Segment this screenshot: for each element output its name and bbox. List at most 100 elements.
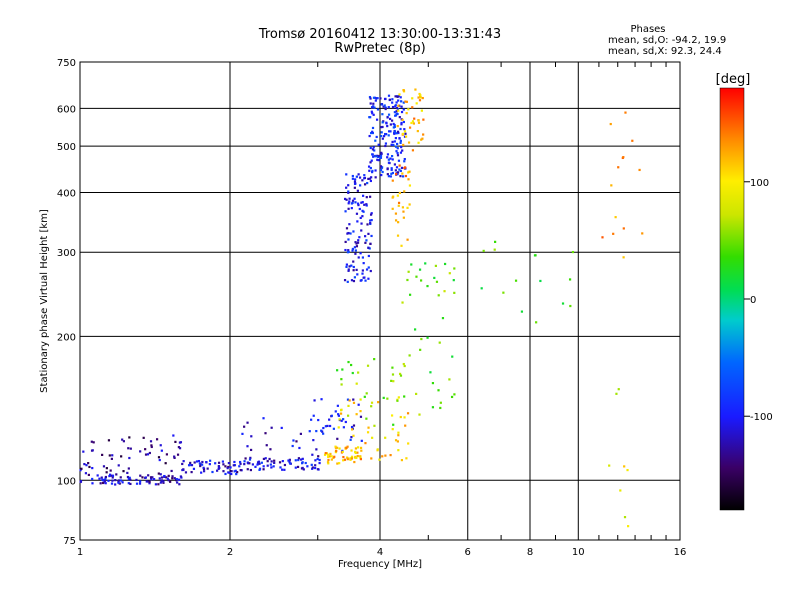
data-point xyxy=(398,93,401,96)
data-point xyxy=(407,178,410,181)
data-point xyxy=(336,437,339,440)
data-point xyxy=(202,467,206,471)
data-point xyxy=(258,468,261,471)
data-point xyxy=(411,97,414,100)
data-point xyxy=(98,477,101,480)
data-point xyxy=(322,432,325,435)
data-point xyxy=(420,109,423,112)
data-point xyxy=(111,474,115,477)
data-point xyxy=(171,475,174,478)
data-point xyxy=(622,256,625,259)
data-point xyxy=(142,436,145,439)
data-point xyxy=(248,462,251,465)
data-point xyxy=(105,467,108,470)
data-point xyxy=(325,452,328,455)
data-point xyxy=(405,457,408,460)
data-point xyxy=(138,482,142,485)
data-point xyxy=(254,465,257,468)
data-point xyxy=(391,207,394,210)
data-point xyxy=(351,177,354,180)
data-point xyxy=(300,458,303,461)
data-point xyxy=(619,489,622,492)
data-point xyxy=(246,445,249,448)
data-point xyxy=(395,110,398,113)
data-point xyxy=(357,403,360,406)
data-point xyxy=(417,121,421,124)
data-point xyxy=(235,472,238,476)
data-point xyxy=(374,176,377,179)
data-point xyxy=(377,401,380,404)
data-point xyxy=(403,130,407,133)
data-point xyxy=(230,470,233,473)
data-point xyxy=(386,173,389,176)
data-point xyxy=(426,284,429,288)
data-point xyxy=(295,440,298,443)
data-point xyxy=(148,482,151,485)
data-point xyxy=(397,449,400,452)
data-point xyxy=(352,434,355,437)
data-point xyxy=(376,108,380,111)
data-point xyxy=(371,169,374,173)
data-point xyxy=(415,392,418,396)
data-point xyxy=(408,184,412,187)
data-point xyxy=(371,112,374,115)
data-point xyxy=(381,170,384,174)
data-point xyxy=(107,479,110,482)
data-point xyxy=(338,418,341,421)
data-point xyxy=(348,223,351,226)
data-point xyxy=(372,105,375,108)
data-point xyxy=(330,458,333,461)
data-point xyxy=(361,209,364,212)
data-point xyxy=(362,194,365,197)
data-point xyxy=(398,372,402,376)
data-point xyxy=(377,159,380,162)
data-point xyxy=(178,447,182,450)
data-point xyxy=(389,454,392,457)
data-point xyxy=(392,423,395,426)
data-point xyxy=(397,104,400,107)
data-point xyxy=(218,466,221,470)
data-point xyxy=(188,463,191,467)
data-point xyxy=(601,236,604,239)
data-point xyxy=(322,426,325,430)
data-point xyxy=(173,456,176,460)
data-point xyxy=(392,143,395,147)
data-point xyxy=(401,149,404,152)
data-point xyxy=(420,138,423,141)
data-point xyxy=(370,131,373,135)
data-point xyxy=(201,463,204,466)
data-point xyxy=(105,471,108,474)
data-point xyxy=(350,449,353,452)
data-point xyxy=(368,95,372,99)
data-point xyxy=(357,256,360,259)
y-axis-label: Stationary phase Virtual Height [km] xyxy=(39,209,50,393)
data-point xyxy=(336,404,339,407)
data-point xyxy=(268,457,271,461)
data-point xyxy=(350,264,353,267)
data-point xyxy=(384,454,387,457)
data-point xyxy=(346,445,349,448)
data-point xyxy=(416,129,419,133)
data-point xyxy=(384,106,387,109)
data-point xyxy=(347,269,350,272)
data-point xyxy=(380,166,384,169)
data-point xyxy=(337,413,340,416)
data-point xyxy=(365,204,368,207)
data-point xyxy=(380,103,383,106)
data-point xyxy=(249,468,253,472)
data-point xyxy=(352,230,355,233)
data-point xyxy=(364,279,367,282)
data-point xyxy=(79,469,82,472)
data-point xyxy=(349,438,352,441)
data-point xyxy=(388,98,392,101)
data-point xyxy=(453,393,456,396)
data-point xyxy=(238,465,241,468)
data-point xyxy=(127,447,130,450)
data-point xyxy=(356,202,360,205)
data-point xyxy=(129,447,132,450)
data-point xyxy=(363,174,366,177)
data-point xyxy=(392,126,395,129)
data-point xyxy=(370,110,373,113)
data-point xyxy=(199,464,202,468)
